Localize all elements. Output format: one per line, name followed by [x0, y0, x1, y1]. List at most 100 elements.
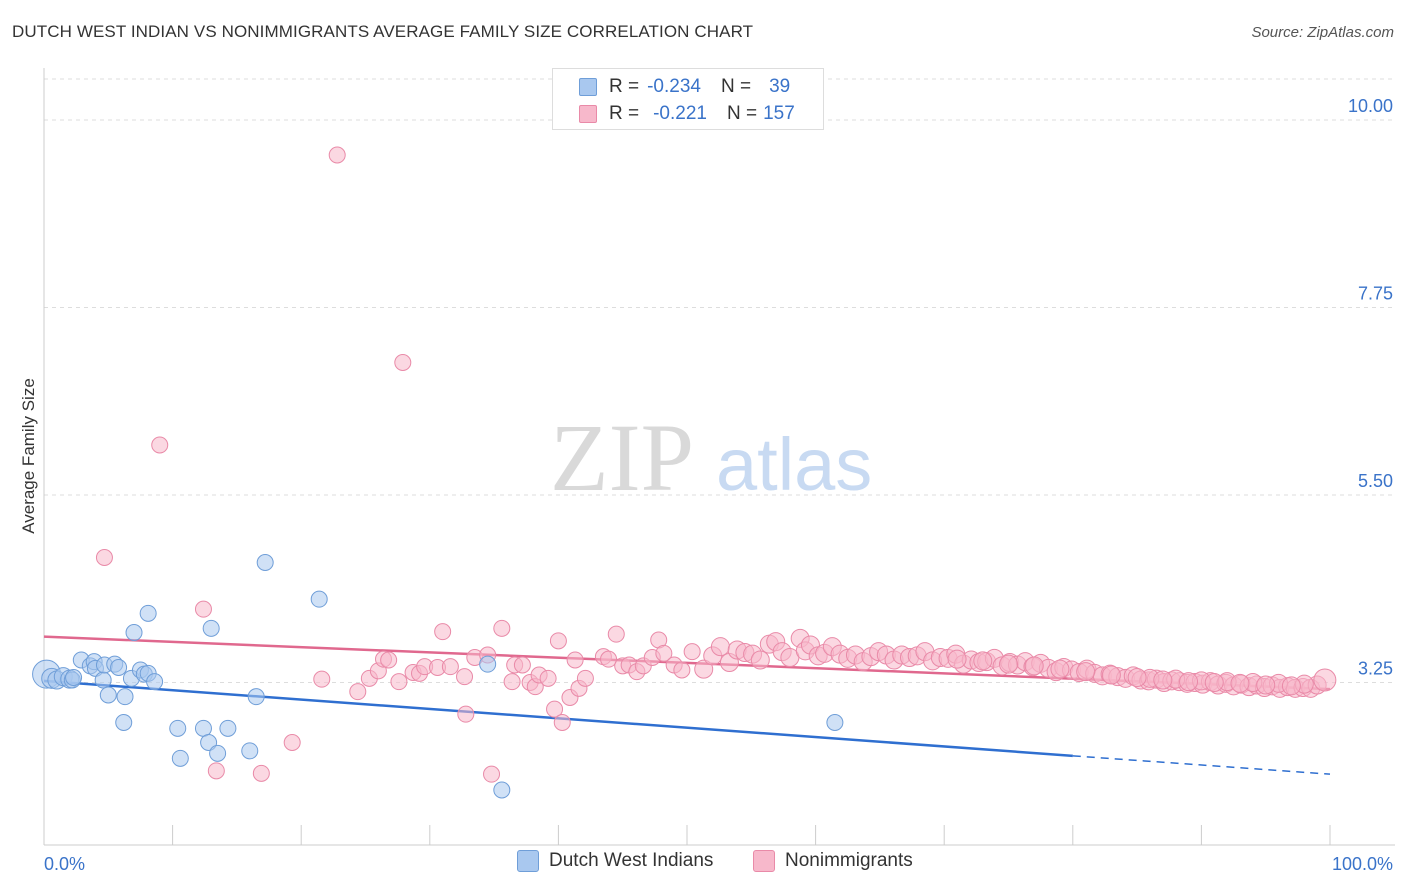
- watermark-zip: ZIP: [550, 404, 694, 511]
- data-point: [252, 764, 270, 782]
- data-point: [94, 671, 112, 689]
- legend-item-nonimmigrants: Nonimmigrants: [753, 850, 913, 872]
- axes: [43, 68, 1395, 846]
- stats-row-dutch-west-indians: R = -0.234 N = 39: [579, 75, 790, 99]
- data-point: [457, 705, 475, 723]
- r-value: -0.221: [653, 103, 707, 124]
- stats-legend: R = -0.234 N = 39 R = -0.221 N = 157: [552, 68, 824, 130]
- data-point: [1076, 662, 1096, 682]
- data-point: [750, 650, 770, 670]
- data-point: [380, 651, 398, 669]
- data-point: [826, 714, 844, 731]
- data-point: [283, 734, 301, 751]
- data-point: [328, 146, 346, 164]
- data-point: [600, 650, 618, 668]
- x-tick-label-max: 100.0%: [1332, 854, 1393, 874]
- data-point: [394, 354, 412, 371]
- data-point: [607, 625, 625, 643]
- data-point: [241, 742, 259, 760]
- r-label: R =: [609, 76, 640, 97]
- data-point: [493, 781, 511, 799]
- data-point: [973, 651, 993, 671]
- data-point: [655, 644, 673, 662]
- r-label: R =: [609, 103, 640, 124]
- data-point: [479, 655, 497, 673]
- data-point: [207, 762, 225, 780]
- y-axis-label: Average Family Size: [19, 378, 38, 534]
- data-point: [710, 637, 730, 657]
- r-value: -0.234: [647, 76, 701, 97]
- data-points: [32, 146, 1337, 799]
- data-point: [483, 765, 501, 783]
- data-point: [1127, 668, 1147, 687]
- legend-swatch-nonimmigrants: [753, 850, 775, 872]
- data-point: [247, 688, 265, 706]
- data-point: [110, 659, 128, 676]
- chart-source: Source: ZipAtlas.com: [1251, 24, 1394, 41]
- data-point: [576, 669, 594, 687]
- data-point: [209, 744, 227, 762]
- data-point: [539, 669, 557, 687]
- y-tick-label: 10.00: [1348, 96, 1393, 116]
- data-point: [947, 649, 967, 669]
- trend-line-extension-0: [1072, 755, 1331, 775]
- data-point: [202, 619, 220, 637]
- data-point: [1256, 675, 1276, 695]
- data-point: [171, 749, 189, 767]
- watermark: ZIP atlas: [550, 404, 872, 511]
- data-point: [683, 643, 701, 661]
- legend-label-dutch-west-indians: Dutch West Indians: [549, 850, 714, 871]
- data-point: [1281, 676, 1301, 696]
- data-point: [673, 661, 691, 679]
- data-point: [441, 658, 459, 676]
- swatch-nonimmigrants: [579, 105, 597, 123]
- data-point: [194, 600, 212, 618]
- swatch-dutch-west-indians: [579, 78, 597, 96]
- y-tick-label: 3.25: [1358, 659, 1393, 679]
- data-point: [546, 700, 564, 718]
- data-point: [139, 604, 157, 622]
- series-legend: Dutch West Indians Nonimmigrants: [0, 850, 1406, 878]
- data-point: [1179, 672, 1199, 692]
- data-point: [95, 549, 113, 566]
- data-point: [1024, 656, 1044, 676]
- data-point: [434, 623, 452, 641]
- data-point: [999, 654, 1018, 674]
- y-tick-label: 5.50: [1358, 471, 1393, 491]
- stats-row-nonimmigrants: R = -0.221 N = 157: [579, 102, 795, 126]
- x-tick-label-min: 0.0%: [44, 854, 85, 874]
- legend-item-dutch-west-indians: Dutch West Indians: [517, 850, 713, 872]
- data-point: [219, 719, 237, 737]
- data-point: [553, 714, 571, 731]
- data-point: [1101, 665, 1121, 685]
- chart-title: DUTCH WEST INDIAN VS NONIMMIGRANTS AVERA…: [12, 22, 754, 41]
- watermark-atlas: atlas: [716, 423, 872, 506]
- data-point: [115, 714, 133, 731]
- data-point: [513, 656, 531, 674]
- data-point: [99, 686, 117, 704]
- data-point: [503, 673, 521, 691]
- data-point: [390, 673, 408, 691]
- n-label: N =: [720, 76, 752, 97]
- data-point: [1153, 670, 1173, 690]
- data-point: [493, 619, 511, 637]
- data-point: [310, 590, 328, 608]
- data-point: [256, 554, 274, 571]
- data-point: [1050, 659, 1070, 679]
- n-label: N =: [726, 103, 758, 124]
- data-point: [1230, 673, 1250, 693]
- series-points-0: [32, 554, 844, 799]
- data-point: [65, 669, 83, 686]
- gridlines: [44, 78, 1395, 683]
- n-value: 39: [769, 76, 791, 97]
- data-point: [566, 651, 584, 669]
- data-point: [313, 670, 331, 688]
- legend-swatch-dutch-west-indians: [517, 850, 539, 872]
- n-value: 157: [763, 103, 795, 124]
- data-point: [125, 624, 143, 641]
- data-point: [549, 632, 567, 650]
- data-point: [1204, 673, 1224, 692]
- legend-label-nonimmigrants: Nonimmigrants: [785, 850, 913, 871]
- data-point: [349, 683, 367, 701]
